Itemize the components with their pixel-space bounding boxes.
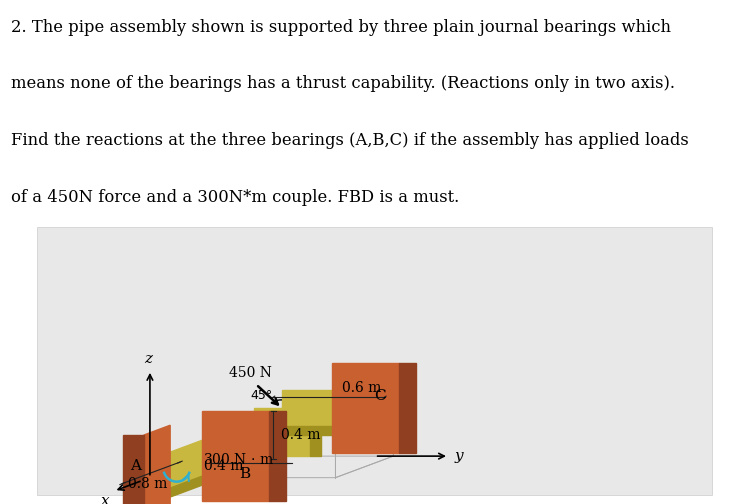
Polygon shape bbox=[332, 363, 399, 453]
Text: A: A bbox=[130, 459, 141, 473]
Text: 0.4 m: 0.4 m bbox=[204, 459, 243, 473]
Text: means none of the bearings has a thrust capability. (Reactions only in two axis): means none of the bearings has a thrust … bbox=[11, 75, 675, 92]
Text: z: z bbox=[145, 352, 152, 366]
Text: 450 N: 450 N bbox=[229, 366, 272, 381]
Text: x: x bbox=[102, 494, 110, 504]
Polygon shape bbox=[150, 474, 208, 504]
Text: 2. The pipe assembly shown is supported by three plain journal bearings which: 2. The pipe assembly shown is supported … bbox=[11, 19, 671, 36]
Text: C: C bbox=[375, 390, 386, 403]
Polygon shape bbox=[254, 408, 310, 456]
Text: B: B bbox=[239, 467, 250, 481]
Text: 0.8 m: 0.8 m bbox=[128, 477, 167, 491]
Polygon shape bbox=[282, 390, 393, 426]
Polygon shape bbox=[208, 474, 282, 483]
Text: 45°: 45° bbox=[250, 390, 272, 403]
Polygon shape bbox=[144, 425, 170, 504]
Polygon shape bbox=[208, 438, 282, 474]
Text: 300 N $\cdot$ m: 300 N $\cdot$ m bbox=[203, 452, 275, 467]
Polygon shape bbox=[269, 411, 286, 501]
Polygon shape bbox=[282, 426, 393, 435]
Text: y: y bbox=[455, 449, 464, 463]
Text: of a 450N force and a 300N*m couple. FBD is a must.: of a 450N force and a 300N*m couple. FBD… bbox=[11, 189, 459, 206]
Polygon shape bbox=[310, 408, 321, 456]
Text: Find the reactions at the three bearings (A,B,C) if the assembly has applied loa: Find the reactions at the three bearings… bbox=[11, 132, 689, 149]
Polygon shape bbox=[202, 411, 269, 501]
Polygon shape bbox=[399, 363, 416, 453]
Polygon shape bbox=[150, 438, 208, 495]
Text: 0.4 m: 0.4 m bbox=[280, 428, 321, 443]
Polygon shape bbox=[123, 435, 144, 504]
FancyBboxPatch shape bbox=[37, 227, 712, 495]
Text: 0.6 m: 0.6 m bbox=[342, 381, 381, 395]
